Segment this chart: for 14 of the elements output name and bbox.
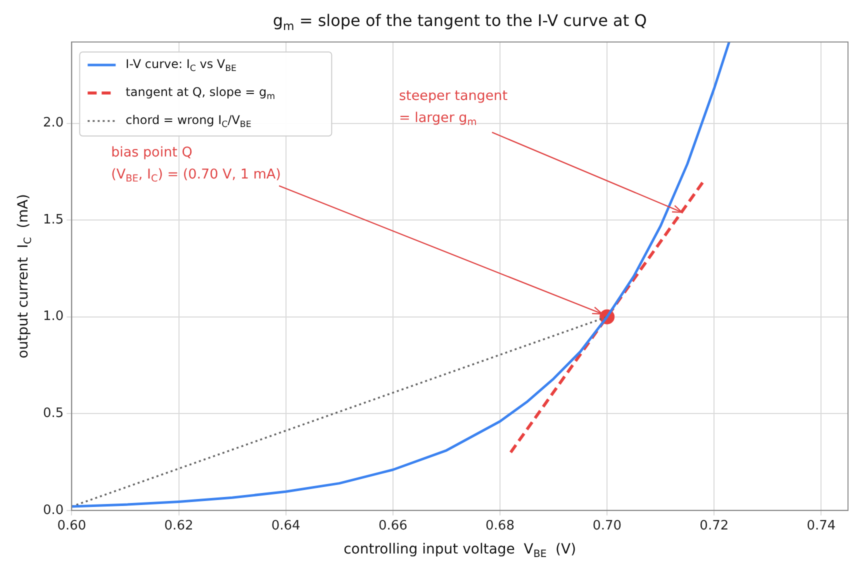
y-tick-label: 0.5 xyxy=(42,406,64,421)
x-tick-label: 0.68 xyxy=(486,518,514,534)
x-tick-label: 0.70 xyxy=(592,518,622,534)
x-tick-label: 0.60 xyxy=(57,518,86,534)
y-tick-label: 0.0 xyxy=(42,502,64,518)
x-tick-label: 0.74 xyxy=(806,518,836,534)
x-tick-label: 0.72 xyxy=(700,518,729,534)
y-tick-label: 1.5 xyxy=(42,212,64,228)
x-tick-label: 0.66 xyxy=(378,518,408,534)
x-tick-label: 0.62 xyxy=(164,518,194,534)
y-tick-label: 2.0 xyxy=(42,116,64,131)
y-axis-title: output current IC (mA) xyxy=(16,194,34,358)
y-tick-label: 1.0 xyxy=(42,309,64,324)
x-tick-label: 0.64 xyxy=(271,518,300,534)
